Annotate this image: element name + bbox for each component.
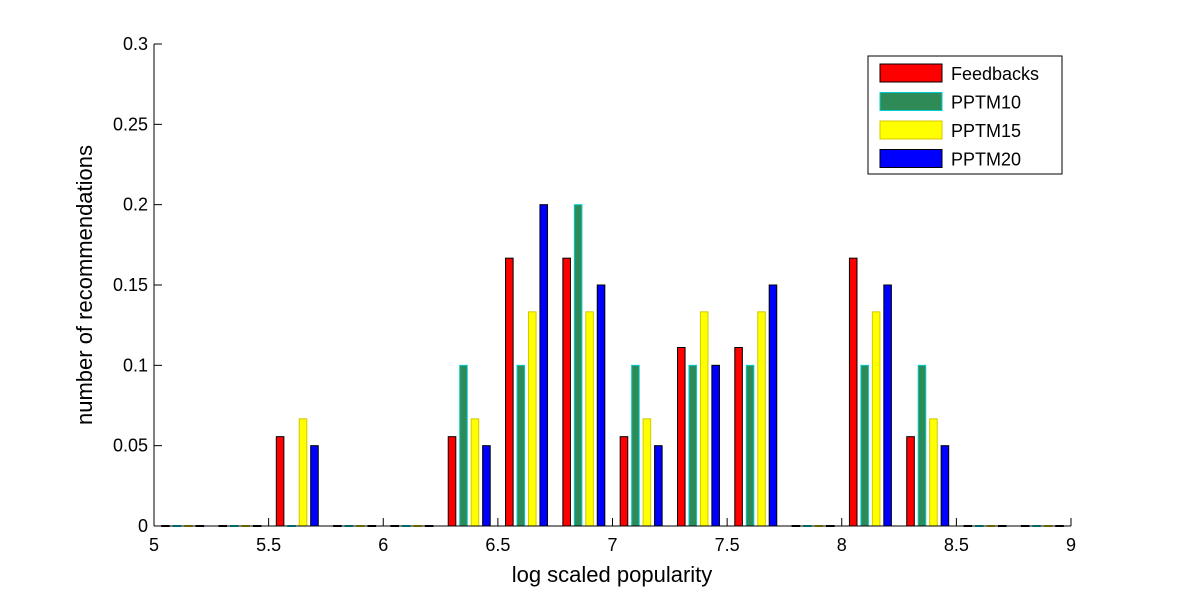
bar-pptm10-8 [631, 364, 640, 527]
x-tick-label: 7.5 [715, 535, 740, 555]
y-tick-label: 0.05 [113, 436, 148, 456]
bar-pptm15-13 [929, 418, 938, 527]
bar-pptm15-7 [585, 311, 594, 527]
bar-pptm10-13 [917, 364, 927, 527]
legend-label-pptm15: PPTM15 [951, 121, 1021, 141]
y-axis-label: number of recommendations [72, 145, 97, 425]
legend-swatch-pptm10 [879, 92, 943, 111]
bar-pptm20-5 [482, 445, 491, 527]
x-tick-label: 9 [1066, 535, 1076, 555]
bar-pptm10-7 [573, 204, 583, 527]
y-tick-label: 0.2 [123, 195, 148, 215]
x-tick-label: 5 [149, 535, 159, 555]
bar-pptm10-10 [745, 364, 755, 527]
x-tick-label: 5.5 [256, 535, 281, 555]
legend-swatch-feedbacks [879, 63, 943, 83]
bar-pptm10-6 [516, 364, 526, 527]
legend-label-pptm20: PPTM20 [951, 150, 1021, 170]
x-tick-label: 6 [378, 535, 388, 555]
bar-pptm20-13 [940, 445, 950, 527]
x-tick-label: 6.5 [485, 535, 510, 555]
bar-feedbacks-2 [275, 436, 285, 527]
bar-feedbacks-10 [734, 347, 743, 527]
legend-label-pptm10: PPTM10 [951, 93, 1021, 113]
bar-pptm15-5 [470, 418, 480, 527]
legend-swatch-pptm20 [879, 149, 943, 168]
x-tick-label: 7 [607, 535, 617, 555]
bar-pptm15-12 [871, 311, 881, 527]
x-tick-label: 8 [837, 535, 847, 555]
bar-pptm20-12 [883, 284, 892, 527]
legend-swatch-pptm15 [879, 120, 943, 140]
bar-pptm20-9 [711, 364, 720, 527]
bar-feedbacks-8 [619, 436, 629, 527]
bar-feedbacks-9 [676, 347, 686, 527]
bar-pptm10-12 [860, 364, 869, 527]
bar-pptm20-7 [596, 284, 606, 527]
x-axis-label: log scaled popularity [512, 562, 713, 587]
y-tick-label: 0 [138, 516, 148, 536]
bar-pptm15-6 [527, 311, 537, 527]
bars-group [161, 204, 1064, 527]
bar-pptm15-10 [757, 311, 766, 527]
axes-group: 5 5.5 6 6.5 7 7.5 8 8.5 9 0 0.05 0.1 0.15 0.2 0.25 0.3 [113, 34, 1076, 555]
y-tick-label: 0.1 [123, 355, 148, 375]
bar-pptm10-5 [459, 364, 468, 527]
bar-feedbacks-12 [848, 257, 858, 527]
y-tick-label: 0.3 [123, 34, 148, 54]
legend: Feedbacks PPTM10 PPTM15 PPTM20 [867, 55, 1063, 175]
x-tick-label: 8.5 [944, 535, 969, 555]
bar-pptm20-10 [768, 284, 778, 527]
bar-pptm20-8 [654, 445, 663, 527]
bar-pptm15-8 [642, 418, 652, 527]
bar-pptm20-2 [310, 445, 319, 527]
bar-pptm20-6 [539, 204, 549, 527]
legend-label-feedbacks: Feedbacks [951, 64, 1039, 84]
bar-pptm15-2 [298, 418, 308, 527]
bar-feedbacks-5 [447, 436, 457, 527]
bar-feedbacks-13 [906, 436, 915, 527]
bar-pptm15-9 [699, 311, 709, 527]
y-tick-label: 0.15 [113, 275, 148, 295]
bar-pptm10-9 [688, 364, 698, 527]
bar-feedbacks-6 [505, 257, 514, 527]
y-tick-label: 0.25 [113, 114, 148, 134]
bar-feedbacks-7 [562, 257, 571, 527]
